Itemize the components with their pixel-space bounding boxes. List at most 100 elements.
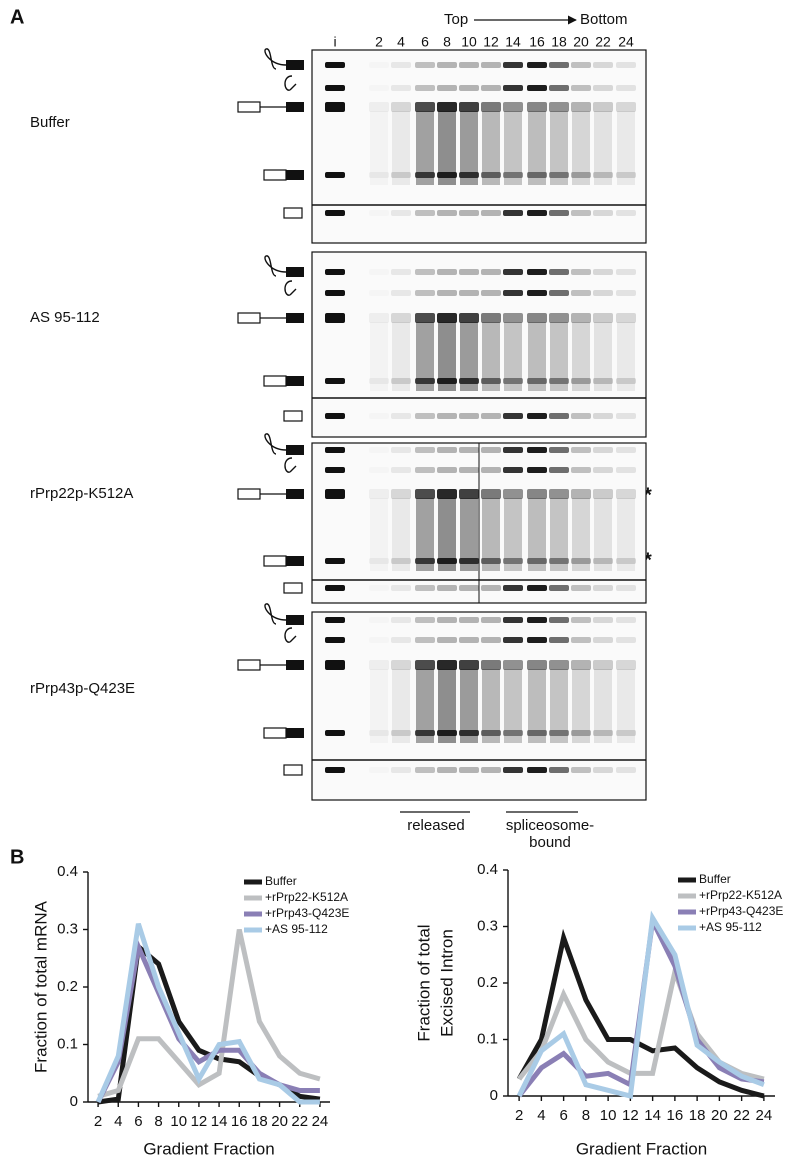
gel-band (369, 730, 389, 736)
gel-band (549, 290, 569, 296)
spliceosome-label: bound (529, 834, 571, 851)
gel-band (391, 767, 411, 773)
gel-band (325, 637, 345, 643)
lane-smear (438, 322, 456, 391)
gel-band (415, 660, 435, 670)
gel-band (481, 467, 501, 473)
gel-band (527, 617, 547, 623)
gel-band (503, 447, 523, 453)
gel-band (527, 269, 547, 275)
gel-band (325, 660, 345, 670)
gel-band (481, 85, 501, 91)
legend-label: Buffer (699, 872, 731, 886)
x-tick-label: 18 (689, 1107, 706, 1124)
gel-band (616, 585, 636, 591)
gel-band (481, 102, 501, 112)
lane-label: 6 (421, 34, 429, 50)
gel-band (459, 313, 479, 323)
exon-icon (283, 582, 303, 594)
exon-icon (237, 312, 261, 324)
gel-band (593, 290, 613, 296)
exon-icon (286, 660, 304, 670)
y-tick-label: 0.2 (57, 978, 78, 995)
gel-band (391, 467, 411, 473)
gel-band (369, 637, 389, 643)
exon-icon (237, 659, 261, 671)
lane-smear (438, 498, 456, 571)
gel-band (459, 637, 479, 643)
gel-band (415, 585, 435, 591)
gel-band (527, 85, 547, 91)
gel-band (549, 730, 569, 736)
gel-band (325, 413, 345, 419)
lane-smear (617, 498, 635, 571)
x-tick-label: 4 (114, 1113, 122, 1130)
gel-band (325, 767, 345, 773)
gel-band (481, 269, 501, 275)
y-tick-label: 0.3 (57, 920, 78, 937)
gel-band (616, 767, 636, 773)
gel-band (571, 467, 591, 473)
gel-band (437, 210, 457, 216)
x-tick-label: 10 (170, 1113, 187, 1130)
y-axis-label: Fraction of total (414, 924, 433, 1041)
gel-band (369, 172, 389, 178)
lane-smear (550, 498, 568, 571)
lane-smear (617, 669, 635, 743)
gel-band (369, 660, 389, 670)
gel-band (437, 558, 457, 564)
lariat-icon (284, 280, 297, 296)
lariat-icon (264, 48, 287, 70)
gel-band (571, 617, 591, 623)
gel-band (481, 62, 501, 68)
lariat-icon (284, 75, 297, 91)
gel-band (391, 210, 411, 216)
gel-band (549, 413, 569, 419)
gel-band (481, 447, 501, 453)
exon-icon (286, 313, 304, 323)
gel-band (481, 767, 501, 773)
lane-label: 24 (618, 34, 634, 50)
gel-band (415, 85, 435, 91)
gel-band (527, 172, 547, 178)
lane-smear (460, 498, 478, 571)
gel-band (369, 558, 389, 564)
y-tick-label: 0.3 (477, 917, 498, 934)
asterisk: * (644, 484, 652, 506)
lane-smear (594, 111, 612, 185)
gel-band (571, 172, 591, 178)
exon-icon (283, 207, 303, 219)
gel-band (369, 617, 389, 623)
gel-band (369, 269, 389, 275)
lane-smear (460, 322, 478, 391)
gel-band (527, 62, 547, 68)
gel-band (391, 85, 411, 91)
gel-band (571, 413, 591, 419)
gel-band (481, 172, 501, 178)
lane-label: 20 (573, 34, 589, 50)
gel-band (571, 558, 591, 564)
gel-band (593, 730, 613, 736)
gel-band (391, 172, 411, 178)
gel-band (616, 467, 636, 473)
y-tick-label: 0.1 (477, 1030, 498, 1047)
gel-band (503, 413, 523, 419)
gel-frame (311, 251, 647, 438)
gel-band (415, 62, 435, 68)
lariat-icon (284, 457, 297, 473)
gel-band (549, 767, 569, 773)
gel-band (503, 210, 523, 216)
gel-band (549, 617, 569, 623)
condition-label: AS 95-112 (30, 309, 100, 326)
lane-smear (504, 498, 522, 571)
y-tick-label: 0 (490, 1087, 498, 1104)
exon-icon (286, 267, 304, 277)
gel-band (481, 617, 501, 623)
panel-label: A (10, 6, 24, 28)
gel-band (571, 730, 591, 736)
asterisk: * (644, 549, 652, 571)
gel-band (571, 447, 591, 453)
lane-smear (392, 111, 410, 185)
lane-smear (572, 498, 590, 571)
gel-band (415, 489, 435, 499)
